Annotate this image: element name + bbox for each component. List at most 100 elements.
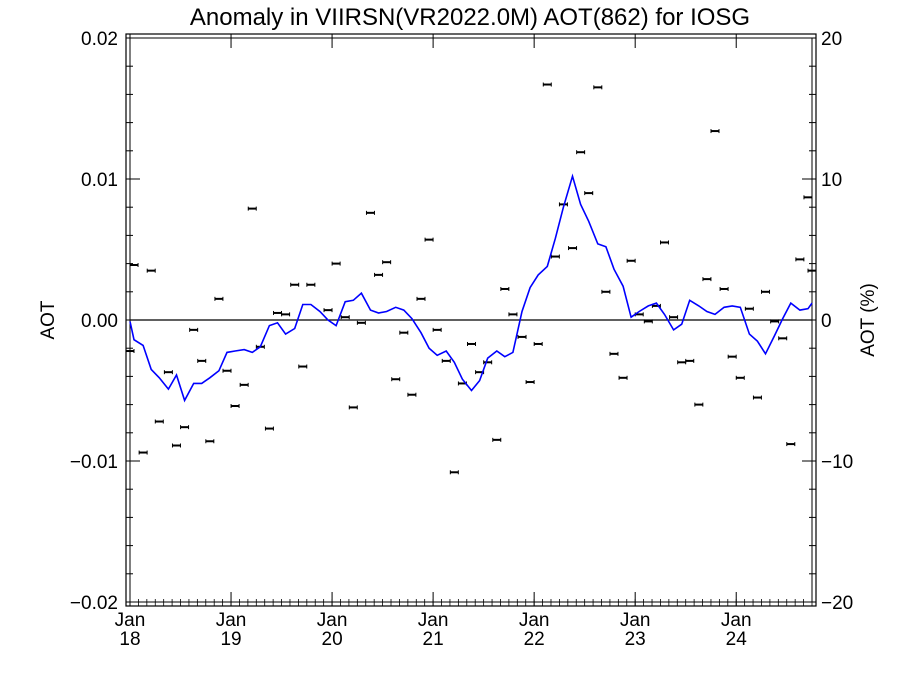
y-tick-label-right: 10 [821,170,842,191]
data-point [239,382,249,387]
data-point [138,450,148,455]
data-point [702,277,712,282]
data-point [752,395,762,400]
data-point [264,426,274,431]
data-point [407,392,417,397]
data-point [576,150,586,155]
data-point [584,191,594,196]
y-axis-label-right: AOT (%) [858,283,879,357]
data-point [424,237,434,242]
data-point [542,82,552,87]
data-point [365,210,375,215]
data-point [281,312,291,317]
data-point [189,327,199,332]
x-tick-label-month: Jan [418,610,449,631]
x-tick-label-year: 22 [524,629,545,650]
data-point [214,296,224,301]
right-y-axis: −20 −10 0 10 20 [802,29,853,614]
x-tick-label-year: 21 [423,629,444,650]
x-tick-label-month: Jan [317,610,348,631]
y-tick-label-left: 0.02 [81,29,118,50]
data-point [593,85,603,90]
data-point [778,336,788,341]
data-point [500,286,510,291]
data-point [719,286,729,291]
data-point [807,268,817,273]
data-point [770,319,780,324]
data-point [374,272,384,277]
data-point [331,261,341,266]
x-tick-label-month: Jan [216,610,247,631]
data-point [222,368,232,373]
data-point [356,320,366,325]
x-tick-label-month: Jan [519,610,550,631]
y-tick-label-left: 0.01 [81,170,118,191]
data-point [247,206,257,211]
data-point [685,358,695,363]
x-tick-label-month: Jan [721,610,752,631]
data-point [643,319,653,324]
data-point [154,419,164,424]
data-point [323,308,333,313]
data-point [786,442,796,447]
data-point [163,370,173,375]
data-point [382,260,392,265]
data-point [568,246,578,251]
data-point [483,360,493,365]
data-point [727,354,737,359]
data-point [669,315,679,320]
x-tick-label-month: Jan [620,610,651,631]
data-point [449,470,459,475]
x-tick-label-month: Jan [115,610,146,631]
data-point [441,358,451,363]
data-point [348,405,358,410]
y-tick-label-right: 0 [821,311,832,332]
y-tick-label-right: −20 [821,593,853,614]
data-point [416,296,426,301]
data-point [626,258,636,263]
x-tick-label-year: 23 [625,629,646,650]
left-y-axis: −0.02 −0.01 0.00 0.01 0.02 [70,29,140,614]
data-point [125,349,135,354]
data-point [205,439,215,444]
y-tick-label-left: −0.02 [70,593,118,614]
data-point [618,375,628,380]
data-point [171,443,181,448]
y-tick-label-right: −10 [821,452,853,473]
data-point [180,425,190,430]
y-tick-label-left: −0.01 [70,452,118,473]
data-point [129,263,139,268]
data-point [340,315,350,320]
data-point [677,360,687,365]
data-point [432,327,442,332]
data-point [609,351,619,356]
data-point [533,341,543,346]
x-tick-label-year: 18 [119,629,140,650]
x-tick-label-year: 20 [322,629,343,650]
x-tick-label-year: 24 [726,629,748,650]
data-point [298,364,308,369]
data-point [761,289,771,294]
data-point [146,268,156,273]
data-point [273,310,283,315]
data-point [306,282,316,287]
data-point [694,402,704,407]
data-point [230,404,240,409]
data-point [601,289,611,294]
data-point [795,257,805,262]
data-point [197,358,207,363]
y-tick-label-right: 20 [821,29,842,50]
x-tick-label-year: 19 [220,629,241,650]
data-point [467,341,477,346]
data-point [659,240,669,245]
data-point [525,380,535,385]
data-point [517,334,527,339]
chart-title: Anomaly in VIIRSN(VR2022.0M) AOT(862) fo… [190,4,750,31]
y-tick-label-left: 0.00 [81,311,118,332]
running-mean-line [129,173,813,403]
data-point [803,195,813,200]
data-point [508,312,518,317]
y-axis-label-left: AOT [38,300,59,339]
